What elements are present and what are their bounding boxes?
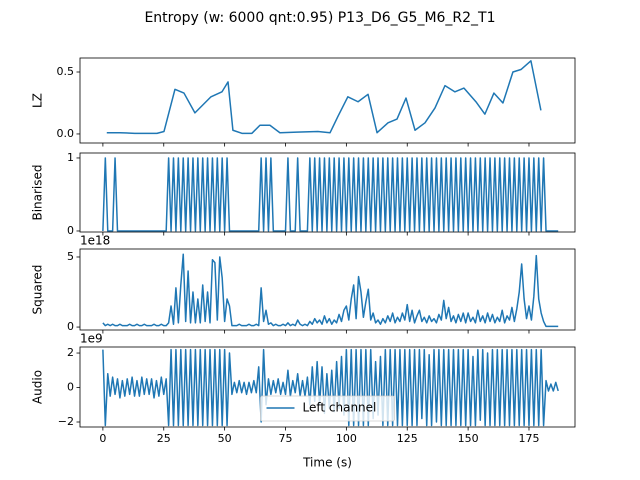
figure-title: Entropy (w: 6000 qnt:0.95) P13_D6_G5_M6_… xyxy=(144,10,495,26)
y-tick-label: 0 xyxy=(67,224,74,237)
y-tick-label: 5 xyxy=(67,250,74,263)
y-tick-label: −2 xyxy=(58,415,74,428)
data-line xyxy=(102,348,559,427)
x-tick-label: 0 xyxy=(99,432,106,445)
y-axis-label: LZ xyxy=(31,93,45,108)
axes-frame xyxy=(79,248,576,331)
x-tick-label: 50 xyxy=(218,432,232,445)
offset-label: 1e9 xyxy=(80,332,103,346)
y-tick-label: 0 xyxy=(67,381,74,394)
axes-frame xyxy=(79,57,576,144)
offset-label: 1e18 xyxy=(80,234,110,248)
data-line xyxy=(102,253,559,328)
x-tick-label: 175 xyxy=(518,432,539,445)
x-axis-label: Time (s) xyxy=(302,456,352,470)
y-tick-label: 0.0 xyxy=(57,127,75,140)
x-tick-label: 75 xyxy=(278,432,292,445)
y-tick-label: 0 xyxy=(67,320,74,333)
legend-box xyxy=(260,395,395,422)
axes-frame xyxy=(79,152,576,233)
y-axis-label: Squared xyxy=(31,265,45,315)
data-line xyxy=(102,157,559,232)
axes-frame xyxy=(79,346,576,428)
legend-label: Left channel xyxy=(303,401,377,415)
x-tick-label: 125 xyxy=(397,432,418,445)
y-tick-label: 1 xyxy=(67,151,74,164)
x-tick-label: 100 xyxy=(336,432,357,445)
data-line xyxy=(106,60,542,135)
y-axis-label: Binarised xyxy=(31,164,45,220)
y-tick-label: 2 xyxy=(67,346,74,359)
y-tick-label: 0.5 xyxy=(57,65,75,78)
y-axis-label: Audio xyxy=(31,370,45,404)
x-tick-label: 25 xyxy=(157,432,171,445)
x-tick-label: 150 xyxy=(458,432,479,445)
